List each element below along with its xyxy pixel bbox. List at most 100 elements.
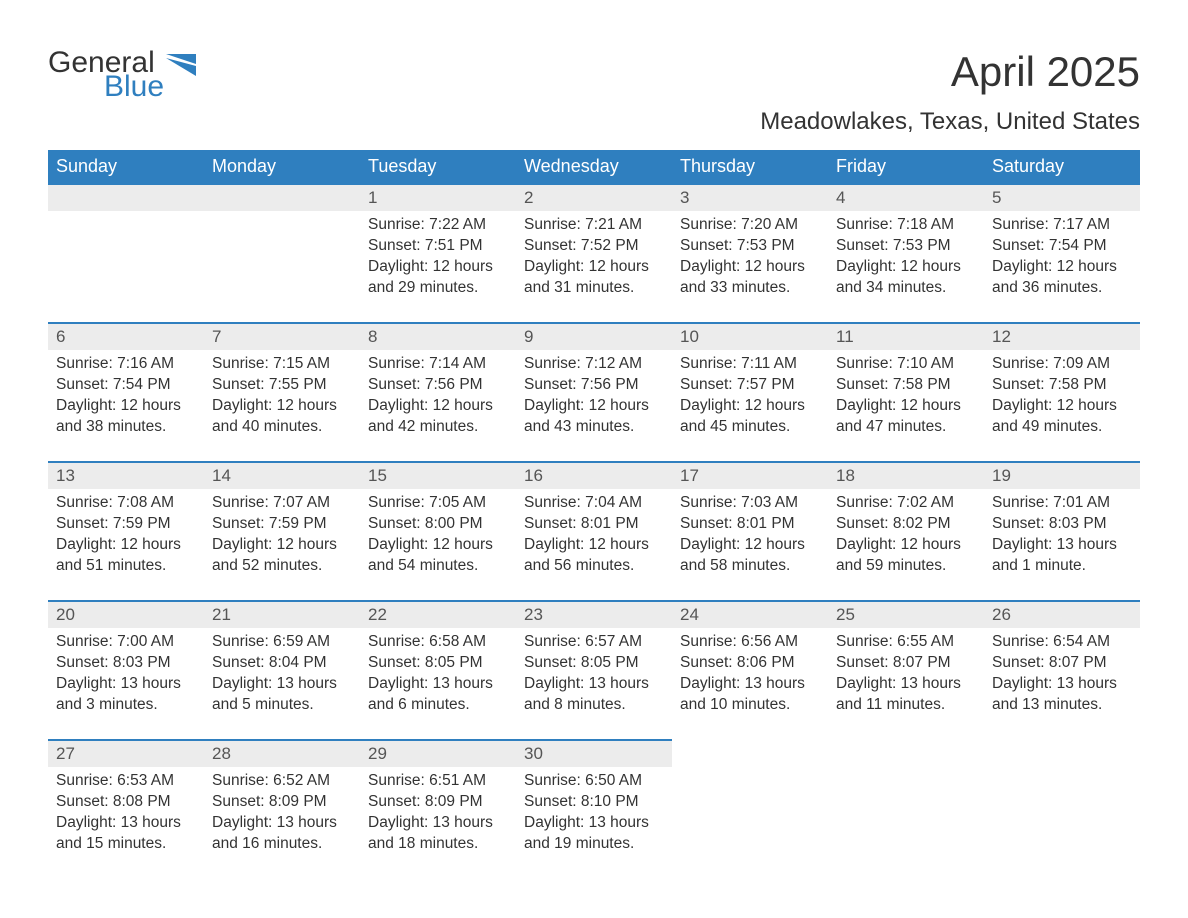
daylight-line2: and 45 minutes.	[680, 417, 820, 438]
day-number: 17	[680, 466, 699, 485]
daylight-line1: Daylight: 12 hours	[836, 257, 976, 278]
day-content-row: Sunrise: 7:16 AMSunset: 7:54 PMDaylight:…	[48, 350, 1140, 462]
day-number: 15	[368, 466, 387, 485]
daylight-line2: and 38 minutes.	[56, 417, 196, 438]
day-number: 21	[212, 605, 231, 624]
day-number: 1	[368, 188, 377, 207]
day-content-cell: Sunrise: 6:54 AMSunset: 8:07 PMDaylight:…	[984, 628, 1140, 740]
sunset-text: Sunset: 7:51 PM	[368, 236, 508, 257]
sunrise-text: Sunrise: 7:16 AM	[56, 354, 196, 375]
sunrise-text: Sunrise: 7:01 AM	[992, 493, 1132, 514]
sunset-text: Sunset: 8:05 PM	[524, 653, 664, 674]
day-content-cell: Sunrise: 7:22 AMSunset: 7:51 PMDaylight:…	[360, 211, 516, 323]
daylight-line2: and 11 minutes.	[836, 695, 976, 716]
day-content-cell: Sunrise: 7:17 AMSunset: 7:54 PMDaylight:…	[984, 211, 1140, 323]
sunset-text: Sunset: 8:01 PM	[680, 514, 820, 535]
day-number-cell: 8	[360, 323, 516, 350]
day-number: 30	[524, 744, 543, 763]
day-content-cell	[204, 211, 360, 323]
day-content-cell: Sunrise: 6:52 AMSunset: 8:09 PMDaylight:…	[204, 767, 360, 879]
sunset-text: Sunset: 8:10 PM	[524, 792, 664, 813]
day-number-row: 13141516171819	[48, 462, 1140, 489]
day-number: 4	[836, 188, 845, 207]
day-number: 11	[836, 327, 854, 346]
day-content-cell: Sunrise: 7:14 AMSunset: 7:56 PMDaylight:…	[360, 350, 516, 462]
day-number-cell: 19	[984, 462, 1140, 489]
day-number: 20	[56, 605, 75, 624]
sunset-text: Sunset: 8:05 PM	[368, 653, 508, 674]
sunset-text: Sunset: 8:03 PM	[56, 653, 196, 674]
day-number-cell: 27	[48, 740, 204, 767]
sunset-text: Sunset: 8:07 PM	[992, 653, 1132, 674]
day-number: 26	[992, 605, 1011, 624]
day-content-cell: Sunrise: 7:07 AMSunset: 7:59 PMDaylight:…	[204, 489, 360, 601]
daylight-line2: and 47 minutes.	[836, 417, 976, 438]
day-number-cell: 28	[204, 740, 360, 767]
day-content-cell: Sunrise: 7:09 AMSunset: 7:58 PMDaylight:…	[984, 350, 1140, 462]
day-number-cell: 3	[672, 184, 828, 211]
day-content-cell: Sunrise: 7:02 AMSunset: 8:02 PMDaylight:…	[828, 489, 984, 601]
day-content-cell: Sunrise: 7:00 AMSunset: 8:03 PMDaylight:…	[48, 628, 204, 740]
sunrise-text: Sunrise: 7:08 AM	[56, 493, 196, 514]
day-number-cell: 9	[516, 323, 672, 350]
day-number-row: 20212223242526	[48, 601, 1140, 628]
day-content-row: Sunrise: 7:08 AMSunset: 7:59 PMDaylight:…	[48, 489, 1140, 601]
day-number: 14	[212, 466, 231, 485]
day-content-cell: Sunrise: 6:55 AMSunset: 8:07 PMDaylight:…	[828, 628, 984, 740]
day-number: 12	[992, 327, 1011, 346]
daylight-line1: Daylight: 12 hours	[992, 257, 1132, 278]
daylight-line2: and 59 minutes.	[836, 556, 976, 577]
location-subtitle: Meadowlakes, Texas, United States	[48, 108, 1140, 136]
day-content-cell	[672, 767, 828, 879]
sunrise-text: Sunrise: 7:10 AM	[836, 354, 976, 375]
day-number: 2	[524, 188, 533, 207]
daylight-line1: Daylight: 12 hours	[524, 535, 664, 556]
sunrise-text: Sunrise: 6:57 AM	[524, 632, 664, 653]
daylight-line1: Daylight: 12 hours	[212, 396, 352, 417]
day-number-cell: 6	[48, 323, 204, 350]
day-number-cell: 22	[360, 601, 516, 628]
day-number: 28	[212, 744, 231, 763]
sunrise-text: Sunrise: 6:55 AM	[836, 632, 976, 653]
daylight-line2: and 43 minutes.	[524, 417, 664, 438]
sunrise-text: Sunrise: 6:51 AM	[368, 771, 508, 792]
day-number-cell	[984, 740, 1140, 767]
day-content-cell: Sunrise: 7:03 AMSunset: 8:01 PMDaylight:…	[672, 489, 828, 601]
day-number-cell	[204, 184, 360, 211]
day-content-cell	[48, 211, 204, 323]
sunrise-text: Sunrise: 6:52 AM	[212, 771, 352, 792]
day-number: 22	[368, 605, 387, 624]
day-number-cell: 4	[828, 184, 984, 211]
day-content-row: Sunrise: 6:53 AMSunset: 8:08 PMDaylight:…	[48, 767, 1140, 879]
daylight-line2: and 51 minutes.	[56, 556, 196, 577]
sunset-text: Sunset: 8:00 PM	[368, 514, 508, 535]
day-number: 29	[368, 744, 387, 763]
sunset-text: Sunset: 8:04 PM	[212, 653, 352, 674]
sunset-text: Sunset: 8:01 PM	[524, 514, 664, 535]
day-number: 6	[56, 327, 65, 346]
daylight-line2: and 6 minutes.	[368, 695, 508, 716]
daylight-line2: and 56 minutes.	[524, 556, 664, 577]
day-content-cell: Sunrise: 6:53 AMSunset: 8:08 PMDaylight:…	[48, 767, 204, 879]
day-number-cell: 2	[516, 184, 672, 211]
sunrise-text: Sunrise: 7:21 AM	[524, 215, 664, 236]
day-number-cell: 15	[360, 462, 516, 489]
daylight-line2: and 5 minutes.	[212, 695, 352, 716]
weekday-header: Wednesday	[516, 150, 672, 184]
daylight-line1: Daylight: 12 hours	[524, 257, 664, 278]
day-number: 13	[56, 466, 75, 485]
weekday-header: Sunday	[48, 150, 204, 184]
day-content-cell: Sunrise: 7:01 AMSunset: 8:03 PMDaylight:…	[984, 489, 1140, 601]
daylight-line1: Daylight: 13 hours	[524, 813, 664, 834]
daylight-line2: and 33 minutes.	[680, 278, 820, 299]
day-number-cell	[672, 740, 828, 767]
daylight-line1: Daylight: 13 hours	[368, 813, 508, 834]
day-number-cell: 14	[204, 462, 360, 489]
sunrise-text: Sunrise: 7:11 AM	[680, 354, 820, 375]
daylight-line1: Daylight: 12 hours	[524, 396, 664, 417]
weekday-header: Monday	[204, 150, 360, 184]
day-number-cell: 20	[48, 601, 204, 628]
day-number-cell: 7	[204, 323, 360, 350]
day-number-cell: 21	[204, 601, 360, 628]
weekday-header-row: Sunday Monday Tuesday Wednesday Thursday…	[48, 150, 1140, 184]
